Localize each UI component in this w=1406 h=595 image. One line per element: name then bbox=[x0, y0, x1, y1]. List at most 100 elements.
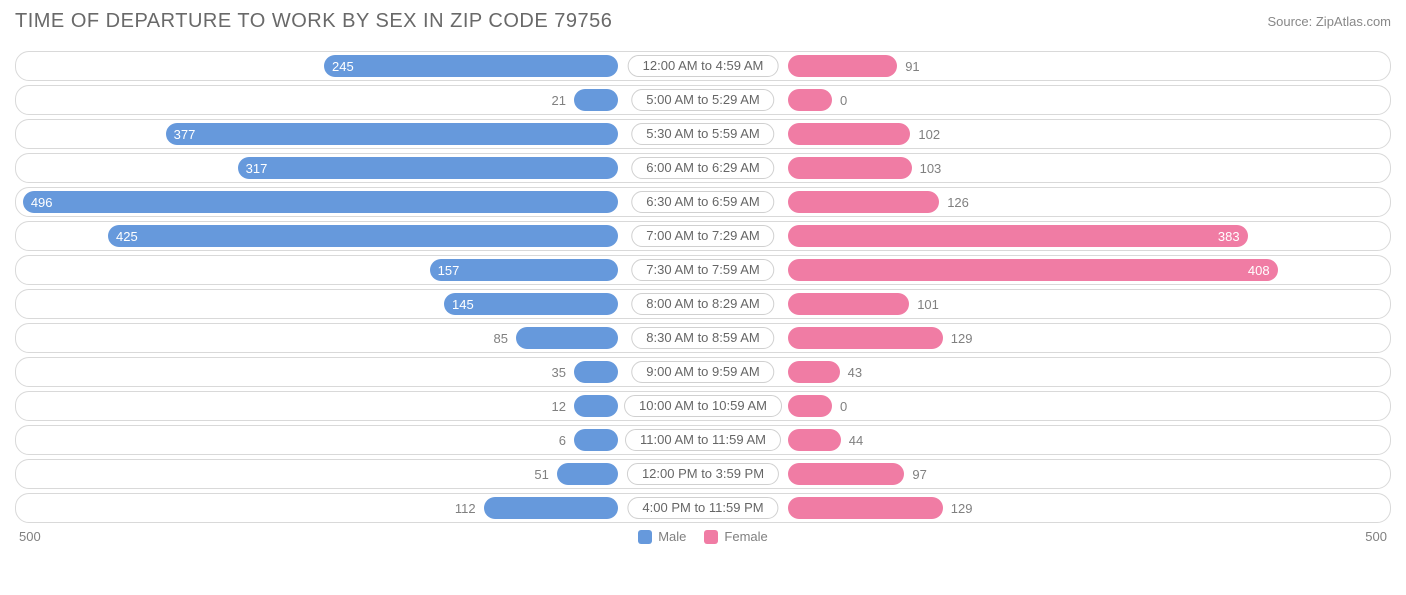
row-category-label: 12:00 PM to 3:59 PM bbox=[627, 463, 779, 485]
female-bar bbox=[788, 191, 939, 213]
chart-row: 8:30 AM to 8:59 AM 85 129 bbox=[15, 323, 1391, 353]
row-category-label: 6:30 AM to 6:59 AM bbox=[631, 191, 774, 213]
female-half: 91 bbox=[703, 54, 1387, 78]
female-half: 103 bbox=[703, 156, 1387, 180]
male-bar bbox=[574, 89, 618, 111]
male-value: 35 bbox=[544, 365, 574, 380]
male-half: 377 bbox=[19, 122, 703, 146]
male-half: 85 bbox=[19, 326, 703, 350]
female-value: 0 bbox=[832, 93, 855, 108]
female-half: 383 bbox=[703, 224, 1387, 248]
source-attribution: Source: ZipAtlas.com bbox=[1267, 14, 1391, 29]
male-half: 12 bbox=[19, 394, 703, 418]
row-category-label: 5:30 AM to 5:59 AM bbox=[631, 123, 774, 145]
female-bar bbox=[788, 55, 897, 77]
female-value: 103 bbox=[912, 161, 950, 176]
female-bar bbox=[788, 157, 912, 179]
chart-row: 4:00 PM to 11:59 PM 112 129 bbox=[15, 493, 1391, 523]
row-category-label: 8:30 AM to 8:59 AM bbox=[631, 327, 774, 349]
row-category-label: 7:30 AM to 7:59 AM bbox=[631, 259, 774, 281]
male-bar: 157 bbox=[430, 259, 618, 281]
female-value: 383 bbox=[1210, 225, 1248, 247]
female-bar bbox=[788, 497, 943, 519]
female-half: 102 bbox=[703, 122, 1387, 146]
male-value: 112 bbox=[447, 501, 484, 516]
female-bar bbox=[788, 123, 910, 145]
legend-swatch-icon bbox=[638, 530, 652, 544]
chart-row: 5:30 AM to 5:59 AM 377 102 bbox=[15, 119, 1391, 149]
row-category-label: 7:00 AM to 7:29 AM bbox=[631, 225, 774, 247]
male-bar bbox=[484, 497, 618, 519]
male-value: 425 bbox=[108, 225, 146, 247]
female-half: 129 bbox=[703, 326, 1387, 350]
male-value: 317 bbox=[238, 157, 276, 179]
legend-label: Male bbox=[658, 529, 686, 544]
female-bar bbox=[788, 463, 904, 485]
male-half: 425 bbox=[19, 224, 703, 248]
female-value: 102 bbox=[910, 127, 948, 142]
male-half: 51 bbox=[19, 462, 703, 486]
chart-row: 7:00 AM to 7:29 AM 425 383 bbox=[15, 221, 1391, 251]
chart-row: 12:00 AM to 4:59 AM 245 91 bbox=[15, 51, 1391, 81]
chart-row: 7:30 AM to 7:59 AM 157 408 bbox=[15, 255, 1391, 285]
female-half: 129 bbox=[703, 496, 1387, 520]
male-value: 496 bbox=[23, 191, 61, 213]
row-category-label: 6:00 AM to 6:29 AM bbox=[631, 157, 774, 179]
legend-item: Male bbox=[638, 529, 686, 544]
legend: Male Female bbox=[638, 529, 768, 544]
male-value: 245 bbox=[324, 55, 362, 77]
chart-row: 5:00 AM to 5:29 AM210 bbox=[15, 85, 1391, 115]
chart-area: 12:00 AM to 4:59 AM 245 91 5:00 AM to 5:29 … bbox=[15, 51, 1391, 523]
female-half: 101 bbox=[703, 292, 1387, 316]
male-value: 51 bbox=[526, 467, 556, 482]
row-category-label: 8:00 AM to 8:29 AM bbox=[631, 293, 774, 315]
chart-row: 12:00 PM to 3:59 PM 51 97 bbox=[15, 459, 1391, 489]
axis-left-max: 500 bbox=[19, 529, 41, 544]
female-half: 44 bbox=[703, 428, 1387, 452]
male-bar: 377 bbox=[166, 123, 618, 145]
male-value: 377 bbox=[166, 123, 204, 145]
female-bar bbox=[788, 89, 832, 111]
male-half: 317 bbox=[19, 156, 703, 180]
male-half: 157 bbox=[19, 258, 703, 282]
female-half: 408 bbox=[703, 258, 1387, 282]
male-value: 145 bbox=[444, 293, 482, 315]
female-value: 43 bbox=[840, 365, 870, 380]
male-half: 6 bbox=[19, 428, 703, 452]
male-bar bbox=[574, 395, 618, 417]
female-value: 97 bbox=[904, 467, 934, 482]
female-bar: 408 bbox=[788, 259, 1278, 281]
legend-item: Female bbox=[704, 529, 767, 544]
male-bar bbox=[516, 327, 618, 349]
female-bar bbox=[788, 429, 841, 451]
female-half: 43 bbox=[703, 360, 1387, 384]
female-value: 91 bbox=[897, 59, 927, 74]
female-bar bbox=[788, 395, 832, 417]
female-bar bbox=[788, 361, 840, 383]
row-category-label: 9:00 AM to 9:59 AM bbox=[631, 361, 774, 383]
chart-title: TIME OF DEPARTURE TO WORK BY SEX IN ZIP … bbox=[15, 10, 612, 33]
male-half: 496 bbox=[19, 190, 703, 214]
female-half: 97 bbox=[703, 462, 1387, 486]
male-value: 85 bbox=[486, 331, 516, 346]
chart-footer: 500 MaleFemale 500 bbox=[15, 529, 1391, 544]
chart-row: 6:30 AM to 6:59 AM 496 126 bbox=[15, 187, 1391, 217]
female-value: 408 bbox=[1240, 259, 1278, 281]
row-category-label: 12:00 AM to 4:59 AM bbox=[628, 55, 779, 77]
female-bar bbox=[788, 293, 909, 315]
female-value: 126 bbox=[939, 195, 977, 210]
female-bar bbox=[788, 327, 943, 349]
female-value: 0 bbox=[832, 399, 855, 414]
row-category-label: 11:00 AM to 11:59 AM bbox=[625, 429, 781, 451]
male-bar: 145 bbox=[444, 293, 618, 315]
male-half: 145 bbox=[19, 292, 703, 316]
female-bar: 383 bbox=[788, 225, 1248, 247]
male-half: 112 bbox=[19, 496, 703, 520]
legend-label: Female bbox=[724, 529, 767, 544]
chart-row: 11:00 AM to 11:59 AM644 bbox=[15, 425, 1391, 455]
male-bar: 245 bbox=[324, 55, 618, 77]
row-category-label: 10:00 AM to 10:59 AM bbox=[624, 395, 782, 417]
female-half: 0 bbox=[703, 88, 1387, 112]
row-category-label: 4:00 PM to 11:59 PM bbox=[627, 497, 778, 519]
female-half: 126 bbox=[703, 190, 1387, 214]
